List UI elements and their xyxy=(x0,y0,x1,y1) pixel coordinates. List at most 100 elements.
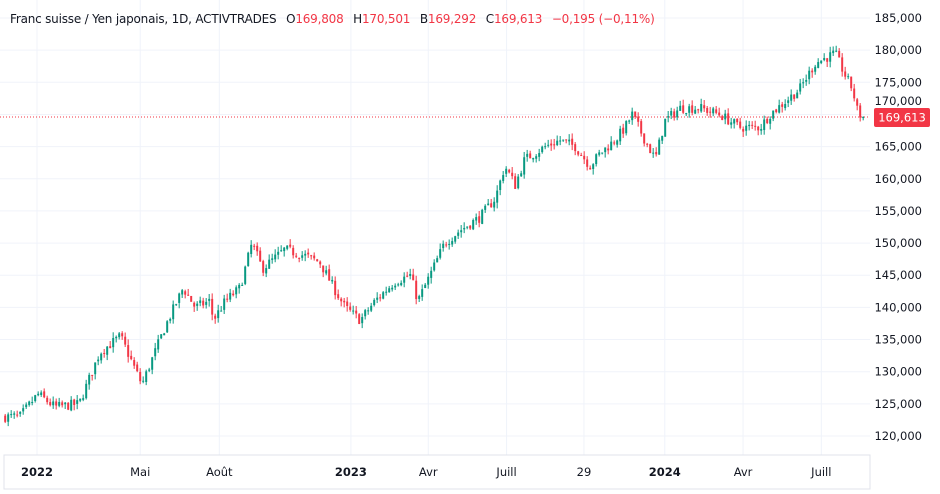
candle-up xyxy=(817,62,820,68)
time-axis-label: Avr xyxy=(419,465,438,479)
candle-up xyxy=(712,108,715,114)
candle-up xyxy=(277,251,280,255)
candle-down xyxy=(46,397,49,403)
candle-up xyxy=(808,70,811,80)
last-price-badge xyxy=(874,107,930,127)
candle-up xyxy=(94,362,97,375)
candle-up xyxy=(427,276,430,285)
candle-down xyxy=(184,291,187,295)
candle-up xyxy=(862,116,865,119)
candle-up xyxy=(601,152,604,154)
high-label: H xyxy=(353,12,362,26)
candle-up xyxy=(679,105,682,111)
candle-down xyxy=(334,280,337,296)
candle-up xyxy=(496,190,499,203)
candle-up xyxy=(274,254,277,260)
candle-down xyxy=(703,105,706,109)
candle-up xyxy=(247,252,250,267)
candle-down xyxy=(355,310,358,314)
symbol-legend: Franc suisse / Yen japonais, 1D, ACTIVTR… xyxy=(10,12,655,26)
candle-down xyxy=(586,159,589,167)
candle-down xyxy=(682,105,685,113)
low-label: B xyxy=(419,12,428,26)
candle-down xyxy=(580,155,583,157)
price-axis-label: 125,000 xyxy=(874,397,922,411)
candle-up xyxy=(538,153,541,157)
candle-up xyxy=(397,284,400,286)
candle-down xyxy=(292,247,295,256)
candle-down xyxy=(646,143,649,145)
candle-down xyxy=(190,295,193,302)
time-axis-label: 2023 xyxy=(335,465,367,479)
candle-up xyxy=(493,201,496,208)
candle-up xyxy=(814,66,817,72)
candle-up xyxy=(592,164,595,169)
candle-up xyxy=(79,398,82,401)
candle-down xyxy=(49,402,52,406)
candle-up xyxy=(847,76,850,78)
candle-up xyxy=(559,140,562,142)
candle-up xyxy=(676,110,679,118)
candle-down xyxy=(358,314,361,324)
candle-up xyxy=(382,292,385,299)
candle-up xyxy=(85,383,88,399)
candle-up xyxy=(454,236,457,242)
candle-up xyxy=(409,273,412,276)
candle-up xyxy=(685,113,688,115)
candle-up xyxy=(280,250,283,252)
candle-up xyxy=(745,125,748,131)
time-axis-label: Avr xyxy=(734,465,753,479)
candle-down xyxy=(781,104,784,107)
candle-up xyxy=(178,293,181,303)
candle-down xyxy=(691,105,694,113)
candle-up xyxy=(385,291,388,293)
candle-up xyxy=(148,369,151,371)
candle-down xyxy=(637,116,640,122)
candle-up xyxy=(778,105,781,113)
candle-up xyxy=(37,393,40,396)
candle-up xyxy=(301,255,304,258)
candle-up xyxy=(475,217,478,221)
candle-up xyxy=(268,259,271,269)
candle-up xyxy=(763,119,766,131)
candle-down xyxy=(445,244,448,246)
candle-down xyxy=(298,257,301,259)
candle-down xyxy=(124,336,127,345)
low-value: 169,292 xyxy=(427,12,477,26)
time-axis-label: Juill xyxy=(810,465,831,479)
candle-up xyxy=(199,300,202,303)
candle-up xyxy=(283,247,286,252)
candle-down xyxy=(742,128,745,132)
candle-up xyxy=(439,249,442,258)
candle-up xyxy=(331,279,334,282)
candle-up xyxy=(181,290,184,295)
candle-down xyxy=(649,144,652,154)
candle-up xyxy=(424,284,427,288)
candle-up xyxy=(112,338,115,348)
price-axis-label: 160,000 xyxy=(874,172,922,186)
candle-up xyxy=(58,401,61,406)
candle-down xyxy=(757,126,760,131)
candle-down xyxy=(67,402,70,410)
candle-down xyxy=(127,345,130,357)
candle-up xyxy=(286,245,289,249)
candle-up xyxy=(157,339,160,350)
candle-up xyxy=(787,100,790,103)
candle-up xyxy=(520,173,523,177)
candle-up xyxy=(235,287,238,295)
candle-down xyxy=(754,125,757,127)
candle-up xyxy=(28,401,31,405)
candle-up xyxy=(499,180,502,191)
candle-up xyxy=(151,357,154,370)
candle-up xyxy=(154,348,157,357)
candle-up xyxy=(430,270,433,278)
price-axis-label: 120,000 xyxy=(874,429,922,443)
candle-down xyxy=(721,116,724,120)
candle-up xyxy=(625,121,628,134)
candle-up xyxy=(64,402,67,405)
candle-down xyxy=(226,298,229,300)
high-value: 170,501 xyxy=(362,12,411,26)
candle-up xyxy=(196,303,199,306)
candle-up xyxy=(394,285,397,288)
